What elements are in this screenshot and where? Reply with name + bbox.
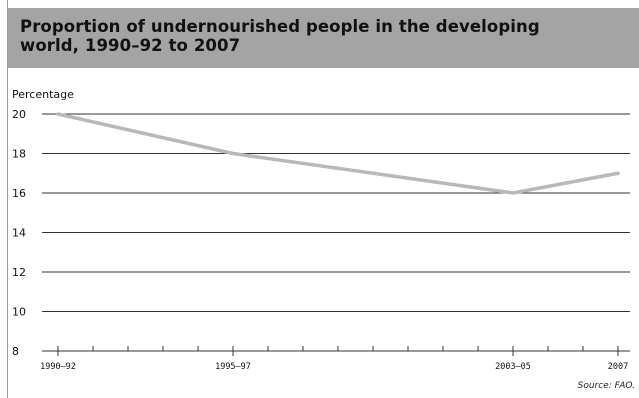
data-point <box>56 112 60 116</box>
data-point <box>231 152 235 155</box>
left-border <box>7 0 8 398</box>
x-tick-label: 2003–05 <box>495 362 531 372</box>
y-tick-label: 16 <box>12 187 26 200</box>
y-tick-label: 12 <box>12 266 26 279</box>
chart-title: Proportion of undernourished people in t… <box>20 17 540 55</box>
chart-header: Proportion of undernourished people in t… <box>8 8 639 68</box>
y-tick-label: 14 <box>12 227 26 240</box>
y-tick-label: 8 <box>12 345 19 358</box>
source-note: Source: FAO. <box>577 381 635 391</box>
y-tick-label: 20 <box>12 108 26 121</box>
data-point <box>511 191 515 195</box>
x-tick-label: 1990–92 <box>40 362 76 372</box>
series-line <box>56 112 620 195</box>
y-tick-label: 18 <box>12 148 26 161</box>
data-point <box>616 171 620 175</box>
y-tick-label: 10 <box>12 306 26 319</box>
x-tick-label: 1995–97 <box>215 362 251 372</box>
x-tick-label: 2007 <box>608 362 628 372</box>
y-axis-label: Percentage <box>12 88 74 101</box>
